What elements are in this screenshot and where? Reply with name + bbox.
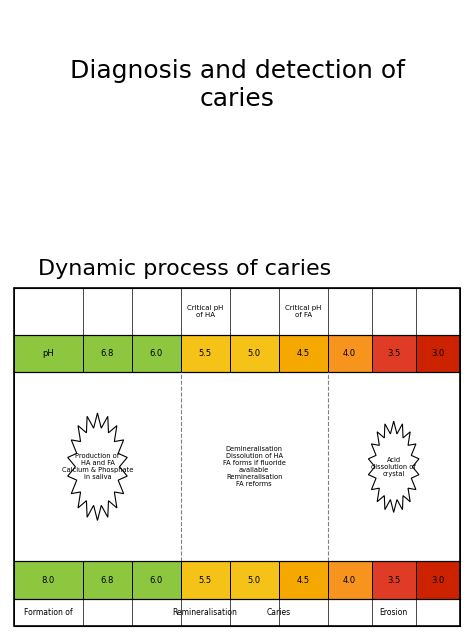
Bar [14, 288, 460, 626]
Bar [279, 561, 328, 599]
Text: 8.0: 8.0 [42, 576, 55, 585]
Bar [372, 561, 416, 599]
Text: Formation of: Formation of [24, 607, 73, 617]
Text: 5.5: 5.5 [199, 349, 212, 358]
Text: 5.5: 5.5 [199, 576, 212, 585]
Text: 4.0: 4.0 [343, 349, 356, 358]
Polygon shape [368, 421, 419, 513]
Text: 3.5: 3.5 [387, 576, 401, 585]
Bar [328, 335, 372, 372]
Bar [230, 561, 279, 599]
Bar [181, 335, 230, 372]
Bar [14, 335, 83, 372]
Text: 4.0: 4.0 [343, 576, 356, 585]
Text: 6.8: 6.8 [100, 576, 114, 585]
Bar [132, 335, 181, 372]
Bar [328, 561, 372, 599]
Text: 3.0: 3.0 [431, 349, 444, 358]
Text: 4.5: 4.5 [297, 349, 310, 358]
Bar [230, 335, 279, 372]
Text: Acid
dissolution of
crystal: Acid dissolution of crystal [371, 457, 416, 477]
Bar [14, 288, 460, 335]
Text: Caries: Caries [266, 607, 291, 617]
Text: 5.0: 5.0 [247, 349, 261, 358]
Text: Diagnosis and detection of
caries: Diagnosis and detection of caries [70, 59, 404, 111]
Bar [416, 335, 460, 372]
Text: 3.5: 3.5 [387, 349, 401, 358]
Text: 6.8: 6.8 [100, 349, 114, 358]
Text: Dynamic process of caries: Dynamic process of caries [38, 258, 331, 279]
Bar [132, 561, 181, 599]
Text: pH: pH [43, 349, 55, 358]
Text: 6.0: 6.0 [150, 576, 163, 585]
Text: Critical pH
of HA: Critical pH of HA [187, 305, 223, 318]
Bar [83, 335, 132, 372]
Text: Production of
HA and FA
Calcium & Phosphate
in saliva: Production of HA and FA Calcium & Phosph… [62, 453, 133, 480]
Text: Remineralisation: Remineralisation [173, 607, 237, 617]
Bar [14, 561, 83, 599]
Text: 6.0: 6.0 [150, 349, 163, 358]
Bar [416, 561, 460, 599]
Text: Erosion: Erosion [380, 607, 408, 617]
Text: 4.5: 4.5 [297, 576, 310, 585]
Polygon shape [68, 413, 127, 521]
Bar [14, 372, 460, 561]
Text: Critical pH
of FA: Critical pH of FA [285, 305, 321, 318]
Bar [83, 561, 132, 599]
Bar [181, 561, 230, 599]
Text: Demineralisation
Dissolution of HA
FA forms if fluoride
available
Remineralisati: Demineralisation Dissolution of HA FA fo… [223, 446, 285, 487]
Bar [279, 335, 328, 372]
Bar [14, 599, 460, 626]
Text: 5.0: 5.0 [247, 576, 261, 585]
Text: 3.0: 3.0 [431, 576, 444, 585]
Bar [372, 335, 416, 372]
